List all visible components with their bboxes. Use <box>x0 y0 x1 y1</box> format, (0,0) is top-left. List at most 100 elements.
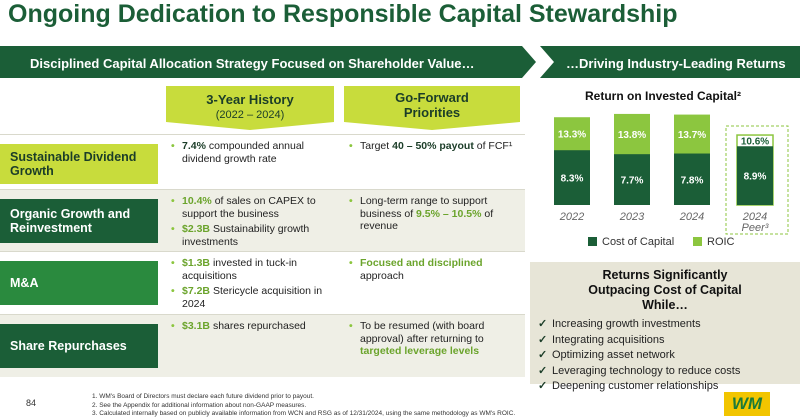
bullet: $7.2B Stericycle acquisition in 2024 <box>170 285 332 310</box>
check-icon: ✓ <box>538 349 548 361</box>
legend-swatch <box>588 237 597 246</box>
value-label: 8.3% <box>561 174 584 185</box>
bar <box>614 154 650 205</box>
text-run: Long-term range to support business of <box>360 195 488 220</box>
bullet: Focused and disciplined approach <box>348 257 520 282</box>
banner-left <box>0 46 536 78</box>
col-header: 3-Year History (2022 – 2024) <box>166 92 334 121</box>
cell: $1.3B invested in tuck-in acquisitions $7… <box>170 257 332 313</box>
footnote: 1. WM's Board of Directors must declare … <box>92 393 314 400</box>
row-label: Organic Growth and Reinvestment <box>0 199 158 243</box>
check-text: Optimizing asset network <box>552 349 675 361</box>
banner-left-text: Disciplined Capital Allocation Strategy … <box>30 56 475 71</box>
text-run: compounded annual dividend growth rate <box>182 140 305 165</box>
cell: 7.4% compounded annual dividend growth r… <box>170 140 332 168</box>
legend-label: ROIC <box>707 236 735 248</box>
x-tick-label: 2024 <box>679 211 704 223</box>
check-item: ✓ Increasing growth investments <box>538 317 800 333</box>
bullet: To be resumed (with board approval) afte… <box>348 320 520 358</box>
text-run: of FCF¹ <box>473 140 513 152</box>
text-run: 10.4% <box>182 195 212 207</box>
col-title: 3-Year History <box>206 92 294 107</box>
x-tick-label: 2023 <box>619 211 645 223</box>
text-run: 7.4% <box>182 140 206 152</box>
cell: Long-term range to support business of 9… <box>348 195 520 236</box>
bar <box>737 146 773 205</box>
footnote: 2. See the Appendix for additional infor… <box>92 401 307 409</box>
returns-list: ✓ Increasing growth investments ✓ Integrati… <box>530 317 800 395</box>
text-run: shares repurchased <box>210 320 306 332</box>
check-text: Increasing growth investments <box>552 318 701 330</box>
banner-right <box>540 46 800 78</box>
col-header: Go-Forward Priorities <box>395 90 469 120</box>
text-run: To be resumed (with board approval) afte… <box>360 320 485 345</box>
text-run: $2.3B <box>182 223 211 235</box>
value-label: 8.9% <box>744 172 767 183</box>
value-label: 10.6% <box>741 137 769 148</box>
col-header-bg <box>166 86 334 130</box>
col-subtitle: (2022 – 2024) <box>215 109 285 121</box>
check-text: Leveraging technology to reduce costs <box>552 364 741 377</box>
peer-outline <box>725 125 789 235</box>
check-text: Integrating acquisitions <box>552 333 665 346</box>
text-run: Stericycle acquisition in 2024 <box>182 285 323 310</box>
cell: Focused and disciplined approach <box>348 257 520 285</box>
text-run: $3.1B <box>182 320 211 332</box>
row-label: Sustainable Dividend Growth <box>0 144 158 184</box>
logo: WM <box>724 392 770 416</box>
col-header-bg <box>344 86 520 130</box>
text-run: of revenue <box>360 207 494 233</box>
legend-swatch <box>693 237 702 246</box>
column-headers <box>166 86 520 130</box>
check-icon: ✓ <box>538 318 548 330</box>
text-run: Sustainability growth investments <box>182 223 310 248</box>
text-run: Focused and disciplined <box>360 257 483 269</box>
returns-box: Returns Significantly Outpacing Cost of … <box>530 262 800 392</box>
bullet: $3.1B shares repurchased <box>170 320 332 333</box>
slide-title: Ongoing Dedication to Responsible Capita… <box>8 0 678 28</box>
text-run: of sales on CAPEX to support the busines… <box>182 195 316 220</box>
check-text: Deepening customer relationships <box>552 380 719 392</box>
page-number: 84 <box>26 398 37 408</box>
cell: Target 40 – 50% payout of FCF¹ <box>348 140 520 156</box>
check-item: ✓ Integrating acquisitions <box>538 333 800 349</box>
text-run: 9.5% – 10.5% <box>416 207 482 220</box>
check-item: ✓ Leveraging technology to reduce costs <box>538 364 800 380</box>
cell: 10.4% of sales on CAPEX to support the b… <box>170 195 332 251</box>
bullet: $2.3B Sustainability growth investments <box>170 223 332 248</box>
cell: $3.1B shares repurchased <box>170 320 332 336</box>
bullet: Long-term range to support business of 9… <box>348 195 520 233</box>
banner-shapes <box>0 46 800 78</box>
x-tick-label: 2022 <box>559 211 584 223</box>
cell: To be resumed (with board approval) afte… <box>348 320 520 361</box>
value-label: 7.7% <box>621 176 644 187</box>
text-run: 40 – 50% payout <box>392 140 474 152</box>
x-tick-label: 2024 Peer³ <box>742 211 769 234</box>
banner-right-text: …Driving Industry-Leading Returns <box>566 56 786 71</box>
returns-title: Returns Significantly Outpacing Cost of … <box>588 268 742 312</box>
text-run: $1.3B <box>182 257 211 269</box>
bullet: 7.4% compounded annual dividend growth r… <box>170 140 332 165</box>
check-item: ✓ Optimizing asset network <box>538 348 800 364</box>
check-item: ✓ Deepening customer relationships <box>538 379 800 395</box>
row-label: Share Repurchases <box>0 324 158 368</box>
text-run: $7.2B <box>182 285 211 297</box>
bullet: Target 40 – 50% payout of FCF¹ <box>348 140 520 153</box>
text-run: targeted leverage levels <box>360 345 480 357</box>
bullet: 10.4% of sales on CAPEX to support the b… <box>170 195 332 220</box>
bar <box>674 153 710 205</box>
check-icon: ✓ <box>538 380 548 392</box>
footnote: 3. Calculated internally based on public… <box>92 410 516 417</box>
value-label: 13.8% <box>618 130 646 141</box>
bullet: $1.3B invested in tuck-in acquisitions <box>170 257 332 282</box>
bar <box>554 150 590 205</box>
check-icon: ✓ <box>538 333 548 346</box>
chart-title: Return on Invested Capital² <box>585 89 741 103</box>
value-label: 13.3% <box>558 130 586 141</box>
value-label: 13.7% <box>678 130 706 141</box>
check-icon: ✓ <box>538 364 548 377</box>
row-label: M&A <box>0 261 158 305</box>
legend-label: Cost of Capital <box>602 236 674 248</box>
value-label: 7.8% <box>681 175 704 186</box>
